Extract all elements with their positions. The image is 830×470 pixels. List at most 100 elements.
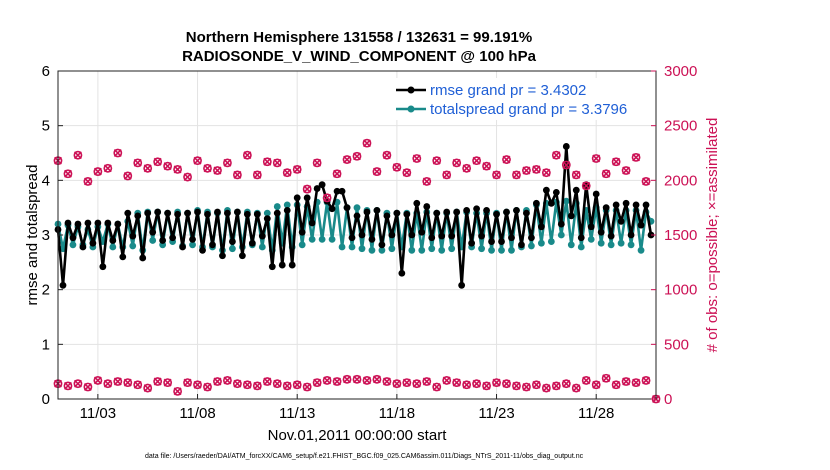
rmse-point	[308, 219, 316, 227]
obs-possible-cross	[422, 177, 431, 186]
totalspread-point	[562, 197, 570, 205]
obs-possible-point	[601, 169, 611, 179]
obs-assimilated-cross	[582, 376, 591, 385]
obs-possible-cross	[133, 158, 142, 167]
rmse-point	[557, 220, 565, 228]
obs-assimilated-cross	[612, 380, 621, 389]
rmse-point	[248, 239, 256, 247]
obs-assimilated-point	[601, 373, 611, 383]
totalspread-point	[229, 245, 236, 253]
rmse-point	[587, 223, 595, 231]
obs-possible-cross	[143, 164, 152, 173]
obs-possible-cross	[343, 155, 351, 164]
rmse-point	[313, 185, 321, 192]
obs-possible-cross	[372, 167, 381, 176]
obs-possible-point	[272, 158, 282, 168]
rmse-point	[338, 187, 346, 195]
rmse-point	[343, 204, 351, 212]
rmse-point	[229, 238, 236, 245]
totalspread-point	[597, 239, 605, 247]
totalspread-point	[577, 243, 585, 251]
y-axis-label: rmse and totalspread	[24, 165, 41, 306]
obs-assimilated-point	[153, 377, 163, 386]
obs-assimilated-cross	[283, 381, 292, 390]
y2-tick-label: 1500	[664, 227, 697, 244]
obs-possible-point	[143, 163, 153, 173]
obs-possible-point	[113, 148, 123, 158]
obs-assimilated-cross	[203, 383, 212, 391]
totalspread-point	[388, 245, 396, 253]
obs-assimilated-cross	[343, 375, 351, 384]
y-tick-label: 4	[42, 172, 50, 189]
obs-possible-cross	[313, 158, 322, 167]
obs-assimilated-cross	[632, 378, 641, 387]
rmse-point	[478, 232, 485, 240]
rmse-point	[194, 208, 201, 216]
rmse-point	[473, 205, 480, 213]
obs-assimilated-point	[402, 378, 412, 387]
totalspread-point	[607, 241, 615, 249]
rmse-point	[139, 254, 147, 262]
rmse-point	[79, 243, 87, 251]
obs-possible-cross	[123, 171, 132, 180]
obs-assimilated-point	[203, 382, 212, 392]
obs-possible-point	[621, 166, 631, 175]
obs-assimilated-cross	[542, 384, 551, 393]
obs-assimilated-point	[133, 380, 143, 390]
totalspread-point	[318, 235, 326, 243]
obs-assimilated-point	[193, 380, 202, 390]
obs-possible-point	[591, 154, 601, 163]
obs-possible-point	[342, 155, 352, 164]
totalspread-point	[328, 235, 336, 243]
obs-possible-point	[332, 169, 342, 179]
obs-possible-cross	[303, 185, 312, 194]
rmse-point	[518, 241, 525, 249]
rmse-point	[204, 210, 211, 218]
obs-possible-cross	[64, 169, 72, 178]
legend-marker-spread	[407, 105, 415, 113]
totalspread-point	[627, 241, 635, 249]
rmse-point	[373, 207, 381, 214]
rmse-point	[119, 253, 127, 261]
rmse-point	[488, 238, 495, 245]
obs-possible-point	[173, 164, 182, 174]
obs-possible-cross	[253, 170, 262, 179]
obs-assimilated-cross	[472, 379, 481, 388]
rmse-point	[503, 208, 510, 216]
obs-possible-cross	[153, 157, 162, 166]
obs-possible-cross	[273, 158, 282, 167]
totalspread-point	[348, 243, 356, 251]
obs-assimilated-cross	[243, 380, 252, 389]
x-tick-label: 11/18	[379, 405, 415, 422]
rmse-point	[104, 219, 112, 227]
totalspread-point	[353, 204, 361, 212]
totalspread-point	[448, 245, 456, 253]
rmse-point	[458, 281, 466, 289]
obs-possible-cross	[263, 157, 272, 166]
rmse-point	[109, 237, 117, 244]
obs-possible-cross	[213, 166, 222, 175]
obs-possible-cross	[113, 149, 122, 157]
totalspread-point	[488, 246, 495, 254]
obs-assimilated-cross	[492, 378, 501, 387]
obs-possible-cross	[73, 151, 82, 160]
obs-possible-cross	[412, 154, 421, 163]
chart-title: Northern Hemisphere 131558 / 132631 = 99…	[186, 29, 532, 46]
obs-assimilated-point	[302, 382, 312, 392]
obs-assimilated-point	[462, 380, 472, 390]
obs-possible-point	[611, 157, 621, 167]
y2-tick-label: 0	[664, 391, 672, 408]
obs-possible-cross	[432, 156, 441, 165]
rmse-point	[159, 237, 167, 244]
obs-assimilated-point	[63, 381, 73, 391]
obs-possible-point	[93, 167, 103, 176]
obs-possible-cross	[442, 170, 451, 179]
obs-possible-cross	[632, 153, 641, 162]
rmse-point	[438, 232, 446, 240]
obs-possible-cross	[382, 151, 391, 160]
obs-possible-point	[502, 155, 511, 164]
obs-possible-point	[133, 158, 143, 168]
obs-possible-point	[312, 158, 322, 168]
obs-assimilated-point	[541, 383, 551, 393]
